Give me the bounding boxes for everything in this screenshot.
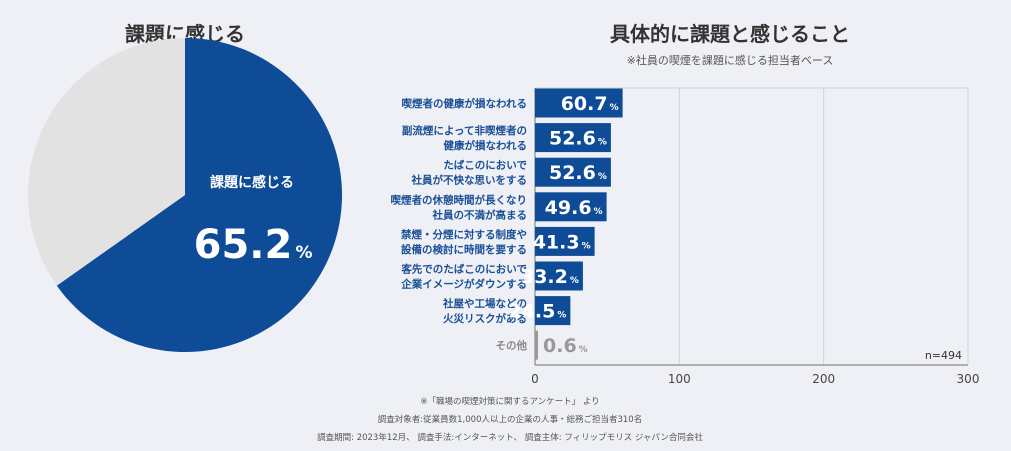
bar: [535, 261, 583, 291]
x-tick-label: 100: [668, 372, 691, 386]
pie-slice: [27, 37, 186, 286]
bar: [535, 330, 538, 360]
category-label: 社屋や工場などの: [442, 297, 527, 310]
bar-value-label: 41.3%: [533, 231, 591, 253]
category-label: 健康が損なわれる: [444, 139, 527, 152]
bar-value-label: 60.7%: [561, 93, 619, 115]
footer-line-3: 調査期間: 2023年12月、 調査手法:インターネット、 調査主体: フィリッ…: [317, 433, 703, 443]
pie-data-label: 課題に感じる: [210, 174, 294, 191]
category-label: 設備の検討に時間を要する: [401, 243, 527, 256]
pie-data-unit: %: [295, 243, 312, 263]
sample-size-note: n=494: [925, 349, 962, 362]
category-label: 社員が不快な思いをする: [411, 174, 528, 187]
bar-value-label: 0.6%: [543, 335, 588, 357]
bar: [535, 296, 571, 326]
category-label: 禁煙・分煙に対する制度や: [400, 228, 527, 241]
footer-line-1: ※「職場の喫煙対策に関するアンケート」 より: [420, 397, 600, 407]
pie-slice: [56, 38, 342, 352]
bar-value-label: 49.6%: [545, 197, 603, 219]
bar: [535, 226, 595, 256]
pie-data-value: 65.2: [194, 222, 293, 268]
x-tick-label: 0: [531, 372, 539, 386]
category-label: たばこのにおいで: [443, 159, 527, 172]
bar-value-label: 24.5%: [508, 301, 566, 323]
x-tick-label: 200: [812, 372, 835, 386]
category-label: 喫煙者の休憩時間が長くなり: [391, 193, 528, 206]
bar-value-label: 33.2%: [521, 266, 579, 288]
bar: [535, 123, 611, 153]
bar-value-label: 52.6%: [549, 128, 607, 150]
bar-subtitle: ※社員の喫煙を課題に感じる担当者ベース: [626, 54, 834, 67]
x-tick-label: 300: [957, 372, 980, 386]
category-label: 社員の不満が高まる: [432, 208, 528, 221]
bar: [535, 157, 611, 187]
category-label: 副流煙によって非喫煙者の: [402, 124, 527, 137]
pie-chart: 課題に感じる 65.2 %: [27, 37, 342, 352]
bar-value-label: 52.6%: [549, 162, 607, 184]
category-label: 客先でのたばこのにおいで: [400, 263, 527, 276]
category-label: その他: [496, 339, 528, 352]
bar-title: 具体的に課題と感じること: [610, 22, 850, 46]
bar: [535, 192, 607, 222]
footer-line-2: 調査対象者:従業員数1,000人以上の企業の人事・総務ご担当者310名: [377, 415, 643, 425]
bar: [535, 88, 623, 118]
category-label: 企業イメージがダウンする: [400, 278, 527, 291]
category-label: 喫煙者の健康が損なわれる: [402, 97, 527, 110]
category-label: 火災リスクがある: [443, 312, 527, 325]
